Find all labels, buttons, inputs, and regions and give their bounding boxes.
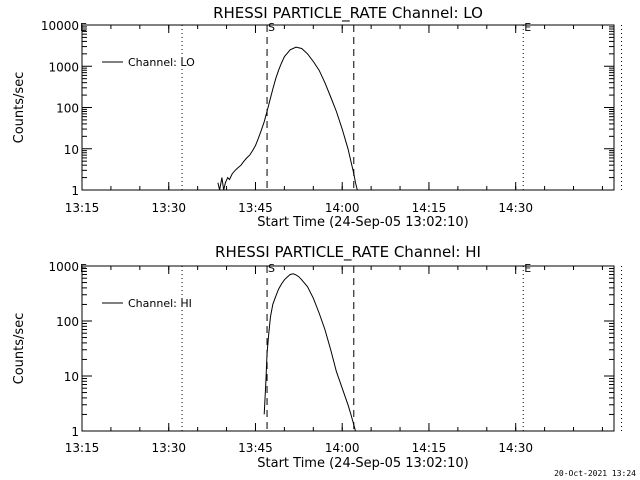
hi-y-tick-label: 100 (56, 315, 79, 329)
lo-marker-e-right: E (524, 21, 531, 34)
lo-marker-s: S (268, 21, 275, 34)
hi-x-tick-label: 14:30 (498, 441, 533, 455)
hi-x-tick-label: 13:30 (151, 441, 186, 455)
lo-series-line (217, 46, 358, 191)
lo-y-tick-label: 1 (71, 184, 79, 198)
lo-y-axis-label: Counts/sec (12, 72, 27, 144)
lo-legend-label: Channel: LO (128, 56, 195, 69)
hi-y-tick-label: 1000 (48, 260, 79, 274)
lo-x-tick-label: 13:15 (65, 201, 100, 215)
hi-x-tick-label: 14:15 (412, 441, 447, 455)
hi-y-tick-label: 1 (71, 425, 79, 439)
hi-marker-e-right: E (524, 262, 531, 275)
hi-x-axis-label: Start Time (24-Sep-05 13:02:10) (257, 456, 468, 471)
hi-legend-label: Channel: HI (128, 297, 192, 310)
lo-y-tick-label: 1000 (48, 60, 79, 74)
hi-marker-s: S (268, 262, 275, 275)
lo-chart-title: RHESSI PARTICLE_RATE Channel: LO (213, 4, 483, 23)
hi-x-tick-label: 14:00 (325, 441, 360, 455)
lo-plot-frame (81, 24, 615, 191)
lo-y-tick-label: 10000 (41, 19, 79, 33)
hi-series-line (263, 273, 356, 432)
lo-x-tick-label: 13:30 (151, 201, 186, 215)
hi-y-axis-label: Counts/sec (12, 313, 27, 385)
lo-y-tick-label: 10 (64, 143, 79, 157)
lo-y-tick-label: 100 (56, 102, 79, 116)
lo-x-tick-label: 14:00 (325, 201, 360, 215)
hi-plot-frame (81, 265, 615, 432)
hi-x-tick-label: 13:15 (65, 441, 100, 455)
hi-marker-e-left: E (80, 262, 87, 275)
hi-y-tick-label: 10 (64, 370, 79, 384)
lo-x-tick-label: 14:30 (498, 201, 533, 215)
lo-x-tick-label: 14:15 (412, 201, 447, 215)
timestamp-text: 20-Oct-2021 13:24 (554, 469, 636, 478)
lo-x-tick-label: 13:45 (238, 201, 273, 215)
hi-chart-title: RHESSI PARTICLE_RATE Channel: HI (215, 243, 481, 262)
lo-marker-e-left: E (80, 21, 87, 34)
hi-x-tick-label: 13:45 (238, 441, 273, 455)
lo-x-axis-label: Start Time (24-Sep-05 13:02:10) (257, 215, 468, 230)
